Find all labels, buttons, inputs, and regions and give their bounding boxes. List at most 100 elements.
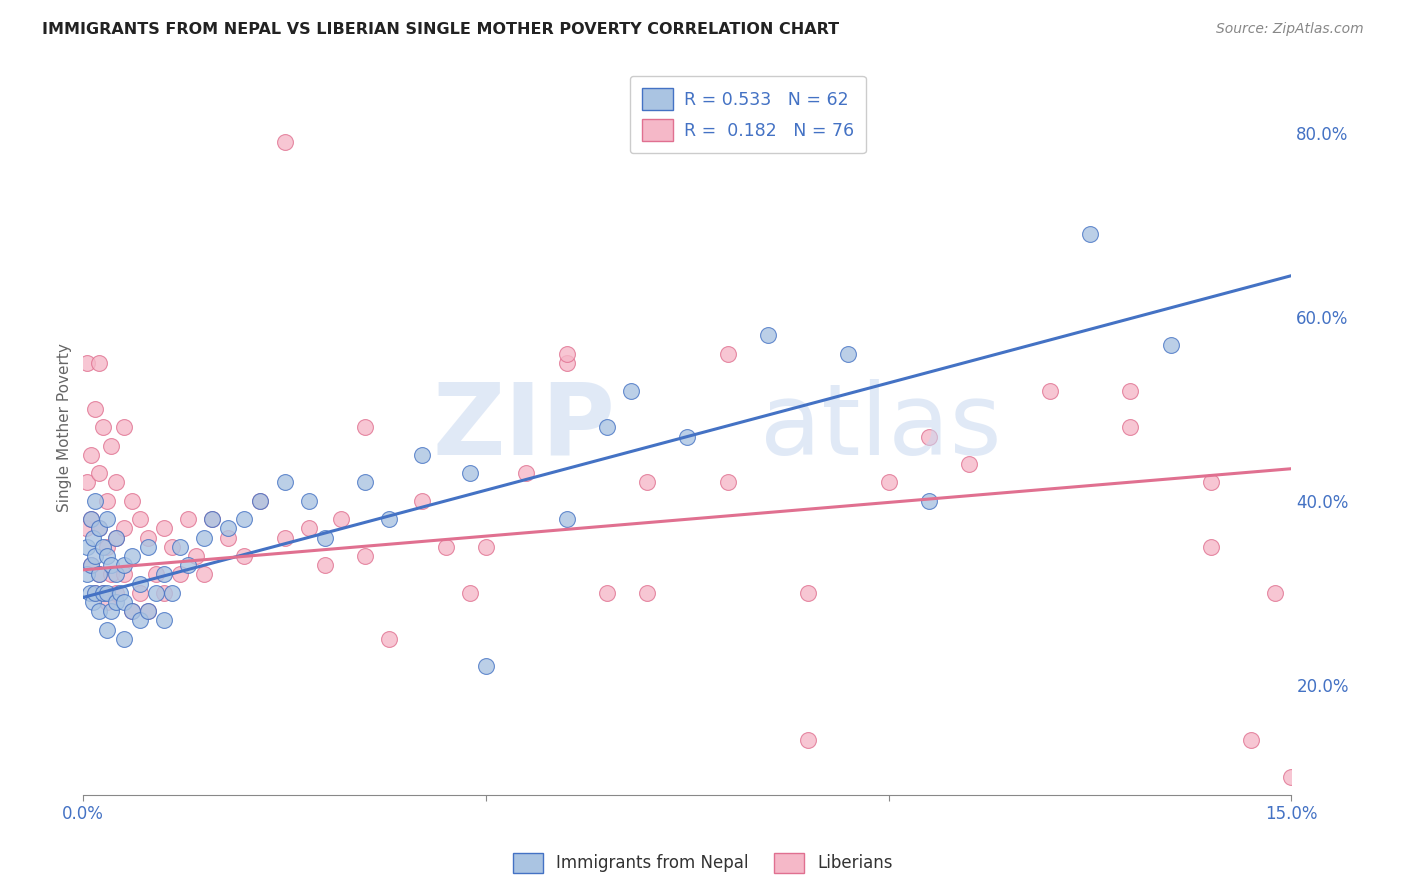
Point <box>153 567 176 582</box>
Text: atlas: atlas <box>759 379 1001 475</box>
Point <box>128 576 150 591</box>
Point <box>104 475 127 490</box>
Point <box>877 475 900 490</box>
Point <box>1039 384 1062 398</box>
Point <box>411 448 433 462</box>
Point <box>89 567 111 582</box>
Point <box>76 475 98 490</box>
Point <box>104 567 127 582</box>
Point <box>596 420 619 434</box>
Point <box>121 549 143 563</box>
Point <box>411 494 433 508</box>
Point <box>80 448 103 462</box>
Point <box>475 540 498 554</box>
Point <box>1119 384 1142 398</box>
Point <box>100 439 122 453</box>
Point <box>100 558 122 573</box>
Point <box>76 567 98 582</box>
Point <box>330 512 353 526</box>
Point <box>636 475 658 490</box>
Point <box>108 586 131 600</box>
Point <box>84 401 107 416</box>
Point <box>104 595 127 609</box>
Legend: Immigrants from Nepal, Liberians: Immigrants from Nepal, Liberians <box>506 847 900 880</box>
Point <box>249 494 271 508</box>
Point <box>93 420 115 434</box>
Point <box>1281 770 1303 784</box>
Point <box>112 632 135 646</box>
Point <box>378 632 401 646</box>
Point <box>128 586 150 600</box>
Point <box>89 567 111 582</box>
Point <box>96 586 118 600</box>
Point <box>314 558 336 573</box>
Point <box>100 604 122 618</box>
Point <box>153 521 176 535</box>
Point <box>153 614 176 628</box>
Point <box>193 567 215 582</box>
Point <box>96 595 118 609</box>
Point <box>1264 586 1286 600</box>
Point <box>112 558 135 573</box>
Point <box>273 531 295 545</box>
Point <box>298 494 321 508</box>
Point <box>201 512 224 526</box>
Point <box>136 540 159 554</box>
Text: IMMIGRANTS FROM NEPAL VS LIBERIAN SINGLE MOTHER POVERTY CORRELATION CHART: IMMIGRANTS FROM NEPAL VS LIBERIAN SINGLE… <box>42 22 839 37</box>
Point <box>112 567 135 582</box>
Point <box>434 540 457 554</box>
Point <box>555 512 578 526</box>
Point <box>354 420 377 434</box>
Point <box>273 136 295 150</box>
Point <box>169 540 191 554</box>
Point <box>82 531 104 545</box>
Point <box>298 521 321 535</box>
Point <box>918 494 941 508</box>
Point <box>1119 420 1142 434</box>
Point <box>128 512 150 526</box>
Point <box>717 347 740 361</box>
Point <box>121 494 143 508</box>
Point <box>136 604 159 618</box>
Point <box>797 732 820 747</box>
Point <box>918 429 941 443</box>
Y-axis label: Single Mother Poverty: Single Mother Poverty <box>58 343 72 512</box>
Point <box>96 494 118 508</box>
Point <box>100 567 122 582</box>
Point <box>89 467 111 481</box>
Point <box>596 586 619 600</box>
Point <box>475 659 498 673</box>
Point <box>717 475 740 490</box>
Point <box>75 521 97 535</box>
Point <box>96 623 118 637</box>
Point <box>89 604 111 618</box>
Point <box>93 586 115 600</box>
Point <box>112 420 135 434</box>
Point <box>80 558 103 573</box>
Point <box>145 567 167 582</box>
Point <box>1199 540 1222 554</box>
Point <box>96 540 118 554</box>
Point <box>1078 227 1101 242</box>
Point <box>354 549 377 563</box>
Point <box>620 384 643 398</box>
Point <box>177 558 200 573</box>
Point <box>233 549 256 563</box>
Point <box>957 457 980 471</box>
Point <box>112 595 135 609</box>
Point <box>80 558 103 573</box>
Point <box>104 586 127 600</box>
Point <box>676 429 699 443</box>
Point <box>636 586 658 600</box>
Point <box>76 356 98 370</box>
Point <box>177 512 200 526</box>
Point <box>82 595 104 609</box>
Point <box>136 531 159 545</box>
Point <box>1199 475 1222 490</box>
Point <box>233 512 256 526</box>
Point <box>93 540 115 554</box>
Point <box>756 328 779 343</box>
Point <box>1160 337 1182 351</box>
Point <box>96 512 118 526</box>
Point <box>84 586 107 600</box>
